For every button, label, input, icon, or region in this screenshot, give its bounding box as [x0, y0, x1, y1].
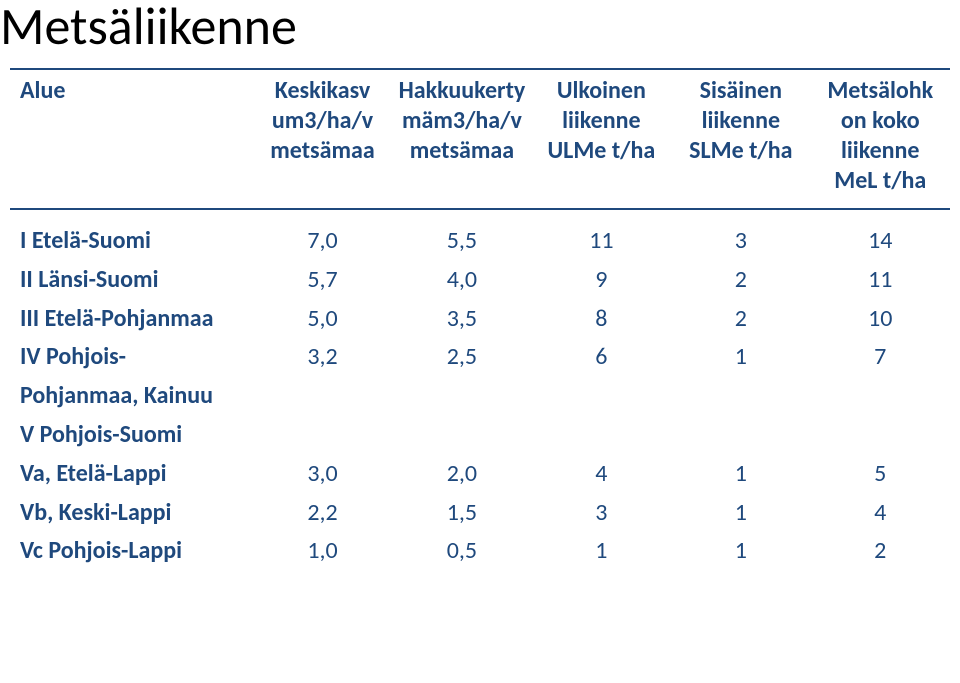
cell-value: 4 [811, 494, 950, 533]
table-row: Va, Etelä-Lappi3,02,0415 [10, 455, 950, 494]
table-row: Pohjanmaa, Kainuu [10, 377, 950, 416]
cell-value: 1 [671, 494, 810, 533]
data-table: Alue Keskikasv um3/ha/v metsämaa Hakkuuk… [10, 68, 950, 571]
row-label: IV Pohjois- [10, 338, 253, 377]
cell-value: 0,5 [392, 532, 531, 571]
cell-value: 7 [811, 338, 950, 377]
cell-value: 11 [811, 261, 950, 300]
table-row: III Etelä-Pohjanmaa5,03,58210 [10, 300, 950, 339]
table-header-row: Alue Keskikasv um3/ha/v metsämaa Hakkuuk… [10, 69, 950, 209]
cell-value: 2,0 [392, 455, 531, 494]
cell-value: 10 [811, 300, 950, 339]
row-label: Vb, Keski-Lappi [10, 494, 253, 533]
row-label: Vc Pohjois-Lappi [10, 532, 253, 571]
cell-value: 6 [532, 338, 671, 377]
cell-value: 2,2 [253, 494, 392, 533]
cell-value [671, 377, 810, 416]
cell-value: 5 [811, 455, 950, 494]
cell-value [532, 416, 671, 455]
row-label: Va, Etelä-Lappi [10, 455, 253, 494]
row-label: III Etelä-Pohjanmaa [10, 300, 253, 339]
row-label: I Etelä-Suomi [10, 209, 253, 261]
table-row: IV Pohjois-3,22,5617 [10, 338, 950, 377]
cell-value: 2,5 [392, 338, 531, 377]
cell-value: 3 [671, 209, 810, 261]
cell-value: 1,5 [392, 494, 531, 533]
cell-value: 11 [532, 209, 671, 261]
cell-value [811, 377, 950, 416]
table-row: Vb, Keski-Lappi2,21,5314 [10, 494, 950, 533]
cell-value: 1 [532, 532, 671, 571]
cell-value: 9 [532, 261, 671, 300]
cell-value [253, 377, 392, 416]
cell-value: 1 [671, 338, 810, 377]
col-header-ulkoinen: Ulkoinen liikenne ULMe t/ha [532, 69, 671, 209]
col-header-keskikasvu: Keskikasv um3/ha/v metsämaa [253, 69, 392, 209]
table-row: V Pohjois-Suomi [10, 416, 950, 455]
cell-value: 5,7 [253, 261, 392, 300]
cell-value: 1,0 [253, 532, 392, 571]
col-header-hakkuukertyma: Hakkuukerty mäm3/ha/v metsämaa [392, 69, 531, 209]
cell-value [671, 416, 810, 455]
table-row: I Etelä-Suomi7,05,511314 [10, 209, 950, 261]
cell-value: 4,0 [392, 261, 531, 300]
cell-value [253, 416, 392, 455]
cell-value: 7,0 [253, 209, 392, 261]
cell-value: 8 [532, 300, 671, 339]
cell-value: 14 [811, 209, 950, 261]
col-header-sisainen: Sisäinen liikenne SLMe t/ha [671, 69, 810, 209]
cell-value: 2 [671, 300, 810, 339]
row-label: Pohjanmaa, Kainuu [10, 377, 253, 416]
cell-value: 1 [671, 532, 810, 571]
row-label: V Pohjois-Suomi [10, 416, 253, 455]
col-header-metsalohkon: Metsälohk on koko liikenne MeL t/ha [811, 69, 950, 209]
cell-value: 2 [671, 261, 810, 300]
col-header-alue: Alue [10, 69, 253, 209]
table-row: II Länsi-Suomi5,74,09211 [10, 261, 950, 300]
row-label: II Länsi-Suomi [10, 261, 253, 300]
cell-value: 2 [811, 532, 950, 571]
table-row: Vc Pohjois-Lappi1,00,5112 [10, 532, 950, 571]
cell-value [811, 416, 950, 455]
cell-value: 3,0 [253, 455, 392, 494]
cell-value: 4 [532, 455, 671, 494]
cell-value [532, 377, 671, 416]
cell-value: 1 [671, 455, 810, 494]
cell-value [392, 377, 531, 416]
page-title: Metsäliikenne [0, 0, 297, 58]
cell-value: 3,2 [253, 338, 392, 377]
cell-value: 5,0 [253, 300, 392, 339]
cell-value: 3,5 [392, 300, 531, 339]
cell-value: 3 [532, 494, 671, 533]
cell-value: 5,5 [392, 209, 531, 261]
cell-value [392, 416, 531, 455]
